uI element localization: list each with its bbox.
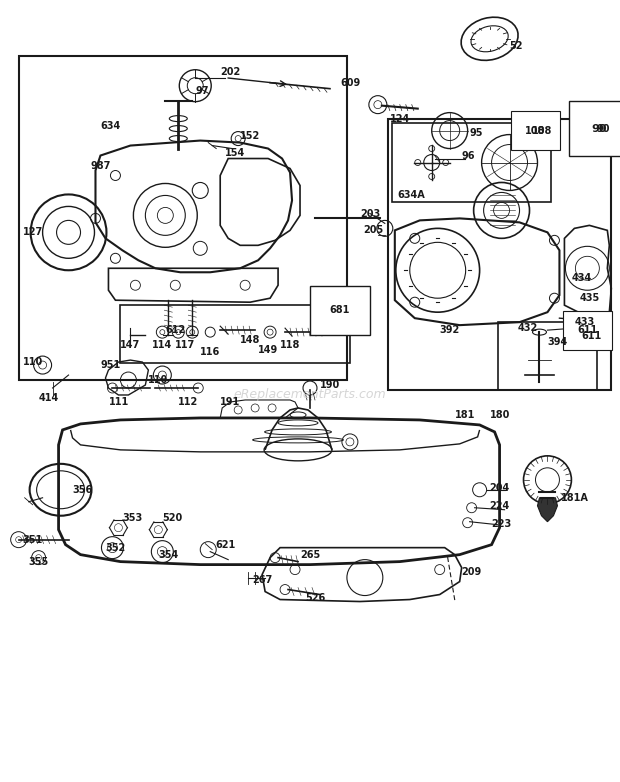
Text: 394: 394 bbox=[547, 337, 568, 347]
Text: 209: 209 bbox=[462, 567, 482, 576]
Text: 414: 414 bbox=[38, 393, 59, 403]
Text: 352: 352 bbox=[105, 543, 126, 553]
Text: 152: 152 bbox=[240, 131, 260, 141]
Bar bbox=[388, 119, 611, 390]
Text: 203: 203 bbox=[360, 210, 380, 220]
Text: 355: 355 bbox=[29, 557, 49, 567]
Text: 612: 612 bbox=[166, 325, 185, 335]
Text: 190: 190 bbox=[320, 380, 340, 390]
Text: 124: 124 bbox=[390, 113, 410, 124]
Text: 147: 147 bbox=[120, 340, 141, 350]
Text: 434: 434 bbox=[572, 273, 591, 283]
Text: 97: 97 bbox=[195, 86, 209, 95]
Text: 432: 432 bbox=[518, 323, 538, 333]
Text: 634A: 634A bbox=[398, 191, 425, 200]
Text: 181: 181 bbox=[454, 410, 475, 420]
Bar bbox=[498, 322, 597, 390]
Text: 52: 52 bbox=[510, 41, 523, 51]
Text: 127: 127 bbox=[23, 228, 43, 238]
Text: 96: 96 bbox=[462, 150, 475, 160]
Text: 110: 110 bbox=[23, 357, 43, 367]
Bar bbox=[19, 56, 347, 380]
Text: 435: 435 bbox=[580, 293, 600, 303]
Text: 224: 224 bbox=[490, 500, 510, 511]
Text: 148: 148 bbox=[240, 335, 260, 345]
Text: 110: 110 bbox=[148, 375, 169, 385]
Text: 433: 433 bbox=[574, 317, 595, 327]
Text: 356: 356 bbox=[73, 485, 93, 495]
Text: 191: 191 bbox=[220, 397, 241, 407]
Text: 108: 108 bbox=[525, 126, 546, 135]
Text: 951: 951 bbox=[100, 360, 121, 370]
Text: 392: 392 bbox=[440, 325, 460, 335]
Text: 267: 267 bbox=[252, 575, 272, 585]
Text: 611: 611 bbox=[582, 331, 601, 341]
Text: 205: 205 bbox=[363, 225, 383, 235]
Text: 223: 223 bbox=[492, 518, 512, 529]
Bar bbox=[392, 123, 551, 203]
Text: 621: 621 bbox=[215, 540, 236, 550]
Text: 681: 681 bbox=[330, 305, 350, 315]
Text: 609: 609 bbox=[340, 77, 360, 88]
Text: 111: 111 bbox=[108, 397, 129, 407]
Text: 204: 204 bbox=[490, 482, 510, 493]
Text: 180: 180 bbox=[490, 410, 510, 420]
Text: 353: 353 bbox=[122, 513, 143, 522]
Bar bbox=[120, 305, 350, 363]
Text: 117: 117 bbox=[175, 340, 195, 350]
Text: 154: 154 bbox=[225, 148, 246, 157]
Text: 114: 114 bbox=[153, 340, 172, 350]
Text: 149: 149 bbox=[258, 345, 278, 355]
Text: 108: 108 bbox=[531, 126, 552, 135]
Text: 611: 611 bbox=[577, 325, 598, 335]
Text: 987: 987 bbox=[91, 160, 111, 170]
Text: 116: 116 bbox=[200, 347, 221, 357]
Text: eReplacementParts.com: eReplacementParts.com bbox=[234, 389, 386, 401]
Text: 90: 90 bbox=[591, 124, 607, 134]
Text: 95: 95 bbox=[469, 127, 483, 138]
Text: 351: 351 bbox=[23, 535, 43, 545]
Text: 526: 526 bbox=[305, 593, 326, 603]
Text: 90: 90 bbox=[596, 124, 610, 134]
Text: 181A: 181A bbox=[562, 493, 590, 503]
Text: 202: 202 bbox=[220, 66, 241, 77]
Text: 634: 634 bbox=[100, 120, 121, 131]
Text: 520: 520 bbox=[162, 513, 182, 522]
Polygon shape bbox=[538, 498, 557, 522]
Text: 118: 118 bbox=[280, 340, 301, 350]
Text: 112: 112 bbox=[179, 397, 198, 407]
Text: 354: 354 bbox=[158, 550, 179, 560]
Text: 265: 265 bbox=[300, 550, 321, 560]
